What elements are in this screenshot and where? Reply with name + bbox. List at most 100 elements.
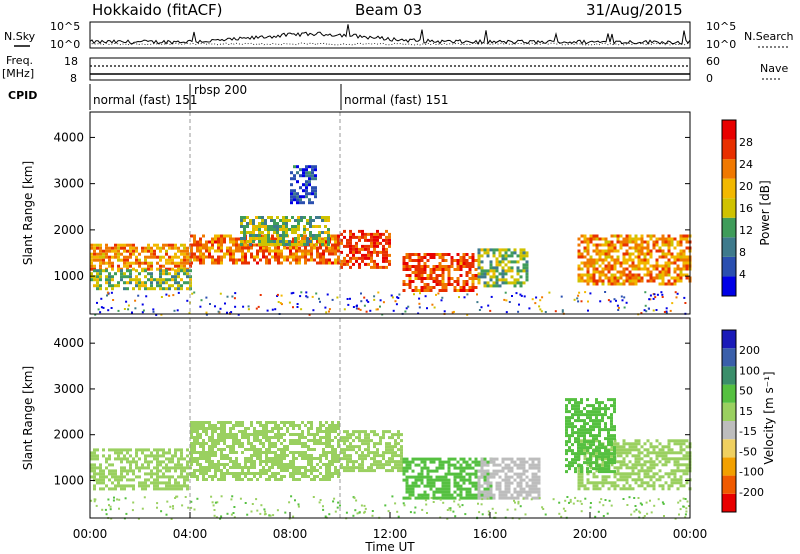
heatmap-cell <box>223 466 226 469</box>
heatmap-cell <box>507 269 511 273</box>
heatmap-cell <box>304 234 307 238</box>
heatmap-cell <box>361 460 364 464</box>
heatmap-cell <box>537 493 541 497</box>
heatmap-cell <box>286 448 289 451</box>
heatmap-cell <box>243 216 246 219</box>
heatmap-cell <box>324 237 327 240</box>
heatmap-cell <box>462 475 466 479</box>
heatmap-cell <box>565 416 568 420</box>
heatmap-cell <box>432 493 436 497</box>
heatmap-cell <box>126 281 129 285</box>
heatmap-cell <box>515 292 518 295</box>
heatmap-cell <box>282 222 285 225</box>
heatmap-cell <box>205 457 208 460</box>
heatmap-cell <box>441 490 445 494</box>
heatmap-cell <box>367 433 370 437</box>
heatmap-cell <box>631 445 635 449</box>
heatmap-cell <box>382 250 385 254</box>
heatmap-cell <box>531 463 535 467</box>
heatmap-cell <box>135 246 138 250</box>
heatmap-cell <box>480 275 484 279</box>
heatmap-cell <box>123 272 126 276</box>
heatmap-cell <box>114 469 117 473</box>
heatmap-cell <box>147 448 150 452</box>
heatmap-cell <box>604 422 607 426</box>
heatmap-cell <box>574 410 577 414</box>
heatmap-cell <box>534 472 538 476</box>
heatmap-cell <box>634 457 638 461</box>
heatmap-cell <box>253 454 256 457</box>
heatmap-cell <box>677 501 680 504</box>
heatmap-cell <box>93 484 96 488</box>
heatmap-cell <box>108 275 111 279</box>
heatmap-cell <box>586 240 590 244</box>
heatmap-cell <box>589 279 593 283</box>
heatmap-cell <box>90 275 93 279</box>
heatmap-cell <box>238 258 241 262</box>
heatmap-cell <box>417 463 421 467</box>
heatmap-cell <box>241 433 244 436</box>
heatmap-cell <box>90 246 93 250</box>
heatmap-cell <box>220 258 223 262</box>
heatmap-cell <box>664 237 668 241</box>
heatmap-cell <box>159 469 162 473</box>
heatmap-cell <box>616 249 620 253</box>
heatmap-cell <box>123 246 126 250</box>
heatmap-cell <box>190 243 193 247</box>
heatmap-cell <box>271 436 274 439</box>
heatmap-cell <box>586 252 590 256</box>
heatmap-cell <box>214 305 216 308</box>
heatmap-cell <box>447 268 451 271</box>
heatmap-cell <box>379 466 382 470</box>
heatmap-cell <box>613 470 616 474</box>
heatmap-cell <box>610 398 613 402</box>
heatmap-cell <box>643 515 646 517</box>
heatmap-cell <box>480 484 484 488</box>
heatmap-cell <box>324 216 327 219</box>
colorbar-tick-label: 4 <box>739 268 746 281</box>
heatmap-cell <box>670 439 674 443</box>
heatmap-cell <box>280 448 283 451</box>
heatmap-cell <box>572 502 575 505</box>
heatmap-cell <box>604 470 607 474</box>
heatmap-cell <box>310 469 313 472</box>
heatmap-cell <box>580 478 584 482</box>
heatmap-cell <box>504 278 508 282</box>
heatmap-cell <box>486 269 490 273</box>
heatmap-cell <box>604 267 608 271</box>
heatmap-cell <box>667 487 671 491</box>
heatmap-cell <box>495 487 499 491</box>
heatmap-cell <box>607 449 610 453</box>
heatmap-cell <box>162 243 165 247</box>
heatmap-cell <box>531 457 535 461</box>
heatmap-cell <box>347 303 350 306</box>
heatmap-cell <box>373 262 376 266</box>
heatmap-cell <box>589 240 593 244</box>
heatmap-cell <box>418 306 421 309</box>
heatmap-cell <box>141 463 144 467</box>
heatmap-cell <box>622 460 626 464</box>
heatmap-cell <box>495 463 499 467</box>
heatmap-cell <box>343 466 346 470</box>
heatmap-cell <box>682 505 685 508</box>
heatmap-cell <box>367 250 370 254</box>
heatmap-cell <box>171 258 174 262</box>
heatmap-cell <box>361 232 364 236</box>
heatmap-cell <box>322 442 325 445</box>
heatmap-cell <box>240 231 243 234</box>
heatmap-cell <box>519 463 523 467</box>
heatmap-cell <box>388 457 391 461</box>
heatmap-cell <box>489 460 493 464</box>
heatmap-cell <box>414 277 418 280</box>
heatmap-cell <box>592 410 595 414</box>
heatmap-cell <box>276 228 279 231</box>
heatmap-cell <box>304 451 307 454</box>
heatmap-cell <box>519 254 523 258</box>
heatmap-cell <box>117 281 120 285</box>
heatmap-cell <box>171 267 174 271</box>
heatmap-cell <box>601 401 604 405</box>
heatmap-cell <box>492 281 496 285</box>
heatmap-cell <box>337 469 340 472</box>
heatmap-cell <box>265 439 268 442</box>
heatmap-cell <box>586 282 590 286</box>
